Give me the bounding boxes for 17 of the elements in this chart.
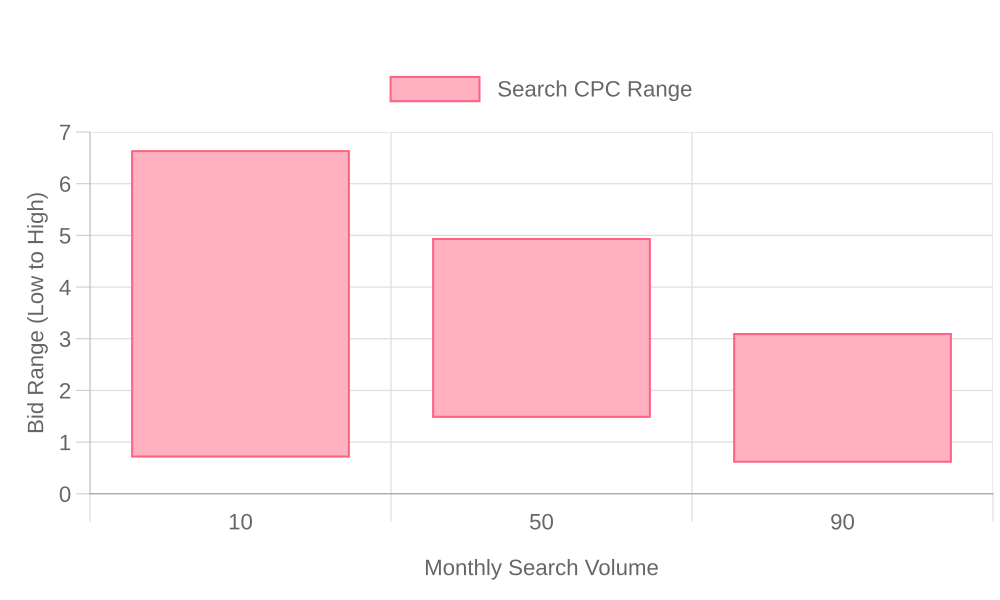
y-tick-label: 7 [60, 124, 70, 140]
bar [432, 238, 651, 418]
y-axis-title: Bid Range (Low to High) [27, 193, 48, 432]
y-tick-label: 4 [59, 280, 71, 296]
bar [733, 333, 952, 463]
y-tick-label: 0 [60, 486, 70, 502]
x-tick-label: 90 [831, 514, 854, 530]
y-tick-label: 6 [60, 176, 70, 192]
x-tick-label: 50 [530, 514, 553, 530]
bar [131, 150, 350, 458]
legend-label: Search CPC Range [498, 80, 692, 102]
y-tick-label: 3 [60, 331, 70, 348]
x-axis-title: Monthly Search Volume [426, 558, 658, 580]
y-tick-label: 1 [60, 434, 70, 450]
x-tick-label: 10 [230, 514, 252, 530]
y-tick-label: 2 [60, 382, 70, 398]
y-tick-label: 5 [60, 228, 70, 244]
